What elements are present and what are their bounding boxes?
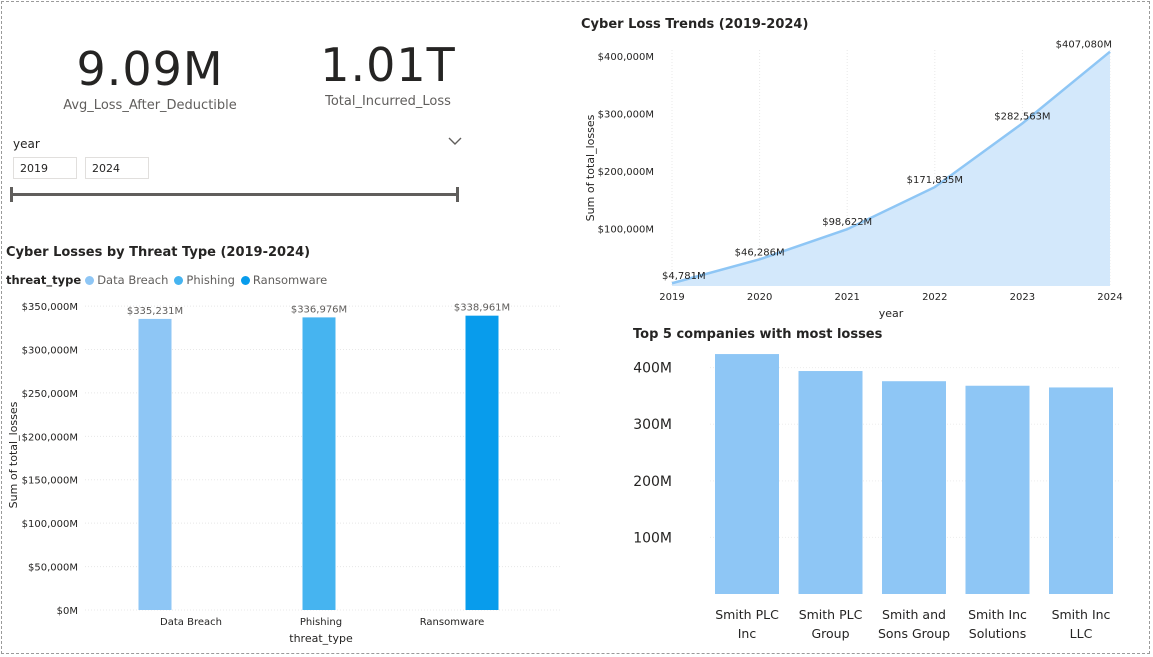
x-tick-label: Solutions	[969, 626, 1026, 641]
x-tick-label: 2023	[1010, 292, 1035, 303]
legend-item-phishing[interactable]: Phishing	[174, 273, 235, 287]
data-label: $338,961M	[454, 303, 510, 314]
bar[interactable]	[302, 317, 336, 610]
legend: threat_type Data Breach Phishing Ransomw…	[6, 273, 333, 287]
data-label: $98,622M	[822, 217, 872, 228]
legend-title: threat_type	[6, 273, 82, 287]
data-label: $282,563M	[994, 111, 1050, 122]
bar[interactable]	[965, 385, 1030, 594]
legend-marker	[174, 275, 184, 285]
x-tick-label: Smith PLC	[799, 607, 863, 622]
y-tick-label: $200,000M	[22, 432, 78, 443]
companies-bar-chart[interactable]: 100M 200M 300M 400M Smith PLC Inc Smith PLC Gro…	[575, 345, 1145, 650]
y-tick-label: $400,000M	[598, 52, 654, 63]
bar[interactable]	[138, 318, 172, 610]
x-tick-label: LLC	[1070, 626, 1093, 641]
bar[interactable]	[715, 354, 779, 594]
x-tick-label: Phishing	[300, 617, 342, 628]
y-tick-label: 100M	[633, 530, 672, 546]
data-label: $335,231M	[127, 306, 183, 317]
y-tick-label: $0M	[57, 606, 78, 617]
y-tick-label: $150,000M	[22, 476, 78, 487]
y-axis-title: Sum of total_losses	[584, 114, 597, 221]
legend-item-ransomware[interactable]: Ransomware	[240, 273, 328, 287]
y-tick-label: $50,000M	[28, 563, 78, 574]
y-tick-label: $100,000M	[598, 224, 654, 235]
kpi-label: Avg_Loss_After_Deductible	[63, 98, 237, 113]
bar[interactable]	[882, 381, 946, 594]
data-label: $4,781M	[662, 271, 706, 282]
y-tick-label: 400M	[633, 361, 672, 377]
y-tick-label: 300M	[633, 417, 672, 433]
legend-marker	[85, 275, 95, 285]
y-tick-label: $300,000M	[598, 109, 654, 120]
data-label: $46,286M	[735, 247, 785, 258]
y-axis-title: Sum of total_losses	[7, 401, 20, 508]
y-tick-label: $200,000M	[598, 167, 654, 178]
legend-marker	[240, 275, 250, 285]
bar[interactable]	[798, 371, 863, 594]
kpi-card-avg-loss[interactable]: 9.09M Avg_Loss_After_Deductible	[40, 46, 260, 113]
slider-track[interactable]	[12, 193, 458, 196]
kpi-value: 1.01T	[320, 38, 456, 92]
area-chart[interactable]: $100,000M $200,000M $300,000M $400,000M 2019…	[575, 38, 1135, 328]
x-tick-label: 2022	[922, 292, 947, 303]
legend-label: Ransomware	[252, 273, 328, 287]
slider-start-handle[interactable]	[10, 187, 13, 202]
slider-end-handle[interactable]	[456, 187, 459, 202]
x-tick-label: Group	[811, 626, 849, 641]
slicer-start-input[interactable]: 2019	[13, 157, 77, 179]
x-tick-label: Data Breach	[160, 617, 222, 628]
x-tick-label: 2019	[659, 292, 684, 303]
area-chart-title: Cyber Loss Trends (2019-2024)	[581, 17, 809, 32]
x-tick-label: Smith and	[882, 607, 946, 622]
data-label: $407,080M	[1056, 40, 1112, 51]
kpi-card-total-incurred[interactable]: 1.01T Total_Incurred_Loss	[278, 42, 498, 109]
x-tick-label: 2024	[1097, 292, 1122, 303]
legend-label: Phishing	[186, 273, 235, 287]
x-tick-label: Ransomware	[420, 617, 485, 628]
x-axis-title: threat_type	[289, 632, 353, 645]
series-line[interactable]	[671, 50, 1111, 285]
x-tick-label: Smith Inc	[1052, 607, 1111, 622]
bar[interactable]	[1049, 387, 1113, 594]
slicer-end-input[interactable]: 2024	[85, 157, 149, 179]
y-tick-label: $100,000M	[22, 519, 78, 530]
x-tick-label: Inc	[738, 626, 757, 641]
bar[interactable]	[465, 315, 499, 610]
x-tick-label: 2020	[747, 292, 772, 303]
y-tick-label: $350,000M	[22, 302, 78, 313]
legend-label: Data Breach	[97, 273, 169, 287]
kpi-value: 9.09M	[76, 42, 224, 96]
y-tick-label: $250,000M	[22, 389, 78, 400]
threat-chart-title: Cyber Losses by Threat Type (2019-2024)	[6, 245, 311, 260]
x-tick-label: Sons Group	[878, 626, 950, 641]
x-axis-title: year	[879, 307, 904, 320]
y-tick-label: 200M	[633, 474, 672, 490]
legend-item-data-breach[interactable]: Data Breach	[85, 273, 168, 287]
threat-bar-chart[interactable]: $0M $50,000M $100,000M $150,000M $200,000M $2…	[0, 290, 575, 650]
companies-chart-title: Top 5 companies with most losses	[633, 327, 883, 342]
x-tick-label: Smith PLC	[715, 607, 779, 622]
data-label: $171,835M	[907, 175, 963, 186]
chevron-down-icon[interactable]	[446, 132, 464, 150]
slicer-title: year	[13, 137, 40, 151]
x-tick-label: 2021	[834, 292, 859, 303]
kpi-label: Total_Incurred_Loss	[325, 94, 451, 109]
series-area	[672, 51, 1110, 286]
y-tick-label: $300,000M	[22, 345, 78, 356]
x-tick-label: Smith Inc	[968, 607, 1027, 622]
data-label: $336,976M	[291, 304, 347, 315]
